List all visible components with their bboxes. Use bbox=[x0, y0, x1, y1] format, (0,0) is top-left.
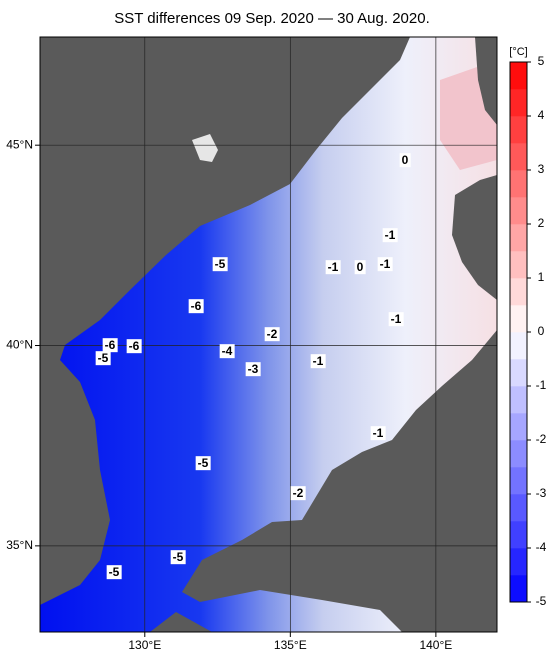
colorbar-tick-label: 0 bbox=[538, 324, 545, 338]
map-area: -5-6-6 -6-5 -4-3-2-1-1 -10-10-1-1-5-2-5-5 bbox=[40, 37, 497, 632]
contour-label: -1 bbox=[328, 260, 339, 274]
contour-label: -5 bbox=[98, 351, 109, 365]
contour-label-bg bbox=[170, 550, 186, 565]
colorbar-tick-label: -3 bbox=[536, 486, 547, 500]
colorbar-step bbox=[510, 548, 527, 576]
contour-label: -2 bbox=[293, 486, 304, 500]
contour-label: -1 bbox=[313, 354, 324, 368]
plot-frame bbox=[39, 36, 498, 633]
contour-labels: -5-6-6 -6-5 -4-3-2-1-1 -10-10-1-1-5-2-5-5 bbox=[95, 153, 411, 580]
x-tick-label: 140°E bbox=[419, 638, 452, 652]
colorbar: [°C] -5 -4 -3 -2 -1 0 1 2 3 4 5 bbox=[509, 46, 546, 608]
contour-label-bg bbox=[188, 299, 204, 314]
colorbar-step bbox=[510, 467, 527, 495]
contour-label: -6 bbox=[191, 299, 202, 313]
contour-label: -4 bbox=[222, 344, 233, 358]
kyushu bbox=[150, 612, 212, 632]
contour-label-bg bbox=[310, 354, 326, 369]
colorbar-step bbox=[510, 413, 527, 441]
y-tick-label: 45°N bbox=[6, 137, 33, 151]
contour-label: -5 bbox=[215, 257, 226, 271]
x-tick-label: 135°E bbox=[274, 638, 307, 652]
x-tick-label: 130°E bbox=[128, 638, 161, 652]
colorbar-step bbox=[510, 305, 527, 333]
contour-label-bg bbox=[212, 257, 228, 272]
contour-label: -6 bbox=[105, 338, 116, 352]
colorbar-tick-label: 5 bbox=[538, 54, 545, 68]
contour-label: -3 bbox=[248, 362, 259, 376]
colorbar-step bbox=[510, 440, 527, 468]
contour-label-bg bbox=[219, 344, 235, 359]
colorbar-step bbox=[510, 251, 527, 279]
contour-label-bg bbox=[95, 351, 111, 366]
axis-ticks: 130°E 135°E 140°E 35°N 40°N 45°N bbox=[6, 137, 452, 652]
hokkaido bbox=[452, 175, 497, 300]
contour-label: -1 bbox=[391, 312, 402, 326]
colorbar-step bbox=[510, 278, 527, 306]
colorbar-step bbox=[510, 89, 527, 117]
contour-label-bg bbox=[290, 486, 306, 501]
colorbar-tick-label: -2 bbox=[536, 432, 547, 446]
colorbar-step bbox=[510, 332, 527, 360]
colorbar-step bbox=[510, 143, 527, 171]
colorbar-tick-label: 3 bbox=[538, 162, 545, 176]
contour-label-bg bbox=[264, 327, 280, 342]
colorbar-step bbox=[510, 197, 527, 225]
grid bbox=[40, 37, 497, 632]
colorbar-step bbox=[510, 575, 527, 603]
colorbar-tick-label: 2 bbox=[538, 216, 545, 230]
map-title: SST differences 09 Sep. 2020 — 30 Aug. 2… bbox=[114, 10, 430, 27]
colorbar-tick-label: -4 bbox=[536, 540, 547, 554]
contour-label: -5 bbox=[198, 456, 209, 470]
colorbar-step bbox=[510, 116, 527, 144]
colorbar-tick-label: 4 bbox=[538, 108, 545, 122]
sakhalin bbox=[475, 37, 497, 125]
y-tick-label: 35°N bbox=[6, 538, 33, 552]
contour-label: -2 bbox=[267, 327, 278, 341]
contour-label-bg bbox=[106, 565, 122, 580]
contour-label-bg bbox=[382, 228, 398, 243]
contour-label-bg bbox=[354, 260, 366, 275]
contour-label: -1 bbox=[380, 257, 391, 271]
contour-label: -5 bbox=[173, 550, 184, 564]
contour-label: 0 bbox=[357, 260, 364, 274]
honshu bbox=[182, 330, 497, 632]
contour-label-bg bbox=[370, 426, 386, 441]
contour-label: -1 bbox=[373, 426, 384, 440]
colorbar-step bbox=[510, 359, 527, 387]
contour-label-bg bbox=[102, 338, 118, 353]
contour-label: -1 bbox=[385, 228, 396, 242]
mainland bbox=[40, 37, 410, 605]
contour-label: -5 bbox=[109, 565, 120, 579]
contour-label-bg bbox=[195, 456, 211, 471]
island bbox=[192, 134, 218, 162]
colorbar-step bbox=[510, 494, 527, 522]
colorbar-tick-label: -1 bbox=[536, 378, 547, 392]
contour-label-bg bbox=[325, 260, 341, 275]
colorbar-step bbox=[510, 224, 527, 252]
contour-label-bg bbox=[399, 153, 411, 168]
colorbar-step bbox=[510, 170, 527, 198]
colorbar-tick-label: 1 bbox=[538, 270, 545, 284]
colorbar-label: [°C] bbox=[509, 46, 527, 58]
colorbar-step bbox=[510, 521, 527, 549]
colorbar-step bbox=[510, 386, 527, 414]
contour-label-bg bbox=[126, 339, 142, 354]
colorbar-step bbox=[510, 62, 527, 90]
contour-label-bg bbox=[377, 257, 393, 272]
contour-label: -6 bbox=[129, 339, 140, 353]
contour-label-bg bbox=[245, 362, 261, 377]
contour-label: 0 bbox=[402, 153, 409, 167]
colorbar-tick-label: -5 bbox=[536, 594, 547, 608]
contour-label-bg bbox=[388, 312, 404, 327]
y-tick-label: 40°N bbox=[6, 338, 33, 352]
